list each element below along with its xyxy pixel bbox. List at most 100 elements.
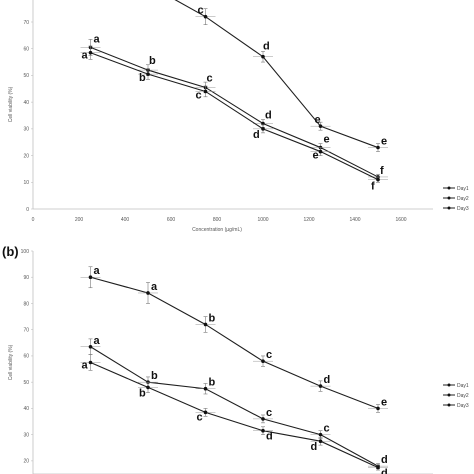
panel-b-significance-label: b [139, 387, 146, 399]
panel-a-legend-label: Day3 [457, 206, 469, 212]
panel-a-data-point [88, 50, 93, 55]
panel-b-legend-label: Day3 [457, 403, 469, 409]
panel-b-significance-label: d [324, 374, 331, 386]
panel-a-y-tick-label: 60 [23, 47, 29, 53]
panel-b-significance-label: d [266, 431, 273, 443]
panel-b-legend-label: Day1 [457, 383, 469, 389]
panel-a-series-line-day3 [90, 52, 379, 181]
panel-a-significance-label: d [253, 129, 260, 141]
panel-a-x-tick-label: 200 [75, 217, 84, 223]
panel-a-legend-marker [447, 196, 451, 200]
panel-b-data-point [261, 428, 265, 433]
panel-a-significance-label: b [149, 55, 156, 67]
panel-b-significance-label: d [381, 454, 388, 466]
panel-b-y-tick-label: 100 [21, 249, 30, 255]
panel-b-y-tick-label: 60 [23, 354, 29, 360]
panel-b-data-point [376, 465, 380, 470]
panel-a-x-tick-label: 1400 [349, 217, 360, 223]
panel-b-data-point [261, 359, 265, 363]
panel-b-data-point [318, 432, 323, 437]
panel-b-data-point [203, 386, 208, 391]
panel-b-y-tick-label: 80 [23, 301, 29, 307]
panel-a-significance-label: c [196, 89, 202, 101]
panel-b-data-point [88, 344, 93, 349]
panel-a-significance-label: e [313, 150, 319, 162]
panel-a-data-point [146, 72, 150, 76]
panel-a-significance-label: e [315, 114, 321, 126]
panel-a-data-point [318, 149, 323, 154]
panel-a-data-point [261, 127, 265, 131]
panel-b-data-point [318, 439, 323, 444]
panel-a-data-point [261, 121, 265, 126]
panel-b-significance-label: b [209, 312, 216, 324]
panel-a-x-tick-label: 400 [121, 217, 130, 223]
panel-a-x-tick-label: 800 [213, 217, 222, 223]
panel-b-y-tick-label: 70 [23, 328, 29, 334]
panel-b-legend-label: Day2 [457, 393, 469, 399]
panel-a-y-tick-label: 50 [23, 73, 29, 79]
panel-b-label: (b) [2, 244, 19, 259]
panel-b-data-point [146, 291, 150, 295]
panel-a-y-tick-label: 10 [23, 180, 29, 186]
panel-a-data-point [376, 177, 380, 182]
panel-b-significance-label: c [266, 407, 272, 419]
panel-b-data-point [88, 360, 93, 365]
panel-b-legend-marker [447, 403, 451, 407]
panel-a-significance-label: d [265, 110, 272, 122]
panel-b-significance-label: c [324, 423, 330, 435]
panel-a-significance-label: e [324, 134, 330, 146]
panel-a-x-tick-label: 0 [32, 217, 35, 223]
panel-b-y-tick-label: 90 [23, 275, 29, 281]
panel-a-series-line-day2 [90, 46, 379, 178]
panel-a-legend-marker [447, 206, 451, 210]
panel-b-significance-label: c [197, 411, 203, 423]
panel-b-data-point [376, 406, 380, 411]
panel-a-significance-label: f [371, 181, 375, 193]
panel-a-x-tick-label: 1200 [303, 217, 314, 223]
panel-b-series-line-day3 [90, 361, 379, 468]
panel-b-legend-marker [447, 383, 451, 387]
panel-b-data-point [146, 385, 150, 390]
panel-b-series-line-day1 [90, 276, 379, 409]
panel-a-data-point [376, 145, 380, 150]
panel-b-data-point [88, 275, 93, 280]
panel-a-data-point [318, 124, 323, 128]
panel-b-significance-label: d [381, 467, 388, 474]
panel-a-significance-label: b [139, 72, 146, 84]
panel-b-y-axis-title: Cell viability (%) [8, 344, 14, 380]
panel-a-x-tick-label: 600 [167, 217, 176, 223]
panel-a-x-axis-title: Concentration (µg/mL) [192, 227, 242, 233]
panel-b-y-tick-label: 20 [23, 459, 29, 465]
panel-a-significance-label: e [381, 136, 387, 148]
panel-a-significance-label: d [263, 41, 270, 53]
panel-a-legend-label: Day2 [457, 196, 469, 202]
panel-b-significance-label: a [94, 265, 101, 277]
panel-b-significance-label: b [151, 370, 158, 382]
panel-b-significance-label: b [209, 377, 216, 389]
panel-b-data-point [318, 384, 323, 388]
panel-b-y-tick-label: 30 [23, 432, 29, 438]
panel-b-significance-label: a [151, 281, 158, 293]
panel-b-significance-label: a [94, 335, 101, 347]
panel-b-significance-label: a [82, 360, 89, 372]
panel-b-data-point [261, 417, 265, 421]
panel-a-significance-label: f [380, 165, 384, 177]
panel-a-significance-label: c [198, 5, 204, 17]
panel-a-significance-label: a [94, 33, 101, 45]
panel-a-y-tick-label: 70 [23, 20, 29, 26]
panel-b-significance-label: d [311, 441, 318, 453]
panel-a-y-tick-label: 30 [23, 127, 29, 133]
panel-a-y-tick-label: 40 [23, 100, 29, 106]
panel-a-data-point [203, 14, 208, 19]
panel-a-y-axis-title: Cell viability (%) [8, 86, 14, 122]
panel-b-series-line-day2 [90, 346, 379, 467]
panel-a-significance-label: c [207, 72, 213, 84]
panel-b-data-point [203, 410, 208, 415]
panel-a-x-tick-label: 1000 [257, 217, 268, 223]
panel-b-y-tick-label: 40 [23, 406, 29, 412]
panel-a-data-point [261, 54, 265, 59]
panel-b-legend-marker [447, 393, 451, 397]
panel-a-x-tick-label: 1600 [395, 217, 406, 223]
panel-a-y-tick-label: 20 [23, 153, 29, 159]
